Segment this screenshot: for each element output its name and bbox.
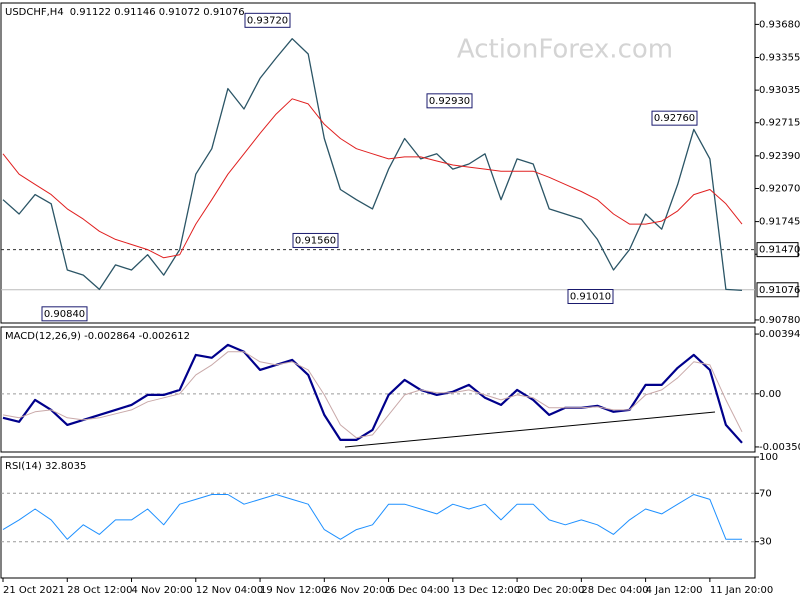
y-tick-label: 0.90780	[759, 315, 800, 326]
x-tick-label: 12 Nov 04:00	[196, 585, 263, 596]
annotation-box	[651, 110, 698, 126]
annotation-box	[244, 12, 291, 28]
y-tick-label: 0.93355	[759, 53, 800, 64]
annotation-box	[292, 232, 339, 248]
x-tick-label: 11 Jan 20:00	[710, 585, 773, 596]
y-tick-label: 0.92070	[759, 183, 800, 194]
y-tick-label: -0.003506	[759, 442, 800, 453]
series-line	[2, 98, 743, 259]
y-tick-label: 100	[759, 452, 778, 463]
panel-subtitle: 0.91122 0.91146 0.91072 0.91076	[70, 7, 245, 18]
y-tick-label: 0.00	[759, 389, 781, 400]
x-tick-label: 21 Oct 2021	[3, 585, 65, 596]
annotation-label: 0.91560	[295, 235, 336, 246]
y-tick-label: 0.92715	[759, 118, 800, 129]
y-tick-label: 0.93035	[759, 85, 800, 96]
panel-frame	[0, 326, 756, 453]
trendline	[344, 411, 716, 448]
series-line	[2, 494, 742, 540]
level-label-box	[756, 242, 799, 258]
series-line	[2, 343, 743, 444]
panel-title: MACD(12,26,9) -0.002864 -0.002612	[5, 331, 190, 342]
annotation-label: 0.90840	[44, 309, 85, 320]
panel-title: RSI(14) 32.8035	[5, 461, 86, 472]
x-tick-label: 26 Nov 20:00	[324, 585, 391, 596]
y-tick-label: 70	[759, 488, 772, 499]
x-tick-label: 28 Oct 12:00	[67, 585, 132, 596]
panel-frame	[0, 2, 756, 324]
series-line	[2, 38, 743, 292]
annotation-label: 0.92760	[654, 113, 695, 124]
series-line	[2, 351, 743, 439]
annotation-label: 0.93720	[247, 15, 288, 26]
annotation-box	[567, 289, 614, 305]
y-tick-label: 0.91745	[759, 217, 800, 228]
x-tick-label: 4 Nov 20:00	[132, 585, 193, 596]
watermark: ActionForex.com	[457, 35, 673, 65]
y-tick-label: 0.003944	[759, 329, 800, 340]
annotation-box	[426, 93, 473, 109]
level-label: 0.91076	[759, 285, 800, 296]
level-label-box	[756, 282, 799, 298]
y-tick-label: 30	[759, 537, 772, 548]
level-label: 0.91470	[759, 245, 800, 256]
y-tick-label: 0.92390	[759, 151, 800, 162]
y-tick-label: 0.93680	[759, 19, 800, 30]
annotation-box	[41, 306, 88, 322]
x-tick-label: 4 Jan 12:00	[646, 585, 703, 596]
x-tick-label: 13 Dec 12:00	[453, 585, 520, 596]
annotation-label: 0.92930	[429, 96, 470, 107]
x-tick-label: 28 Dec 04:00	[581, 585, 648, 596]
x-tick-label: 19 Nov 12:00	[260, 585, 327, 596]
annotation-label: 0.91010	[570, 292, 611, 303]
x-tick-label: 20 Dec 20:00	[517, 585, 584, 596]
panel-title: USDCHF,H4	[5, 7, 64, 18]
panel-frame	[0, 456, 756, 579]
x-tick-label: 6 Dec 04:00	[389, 585, 450, 596]
